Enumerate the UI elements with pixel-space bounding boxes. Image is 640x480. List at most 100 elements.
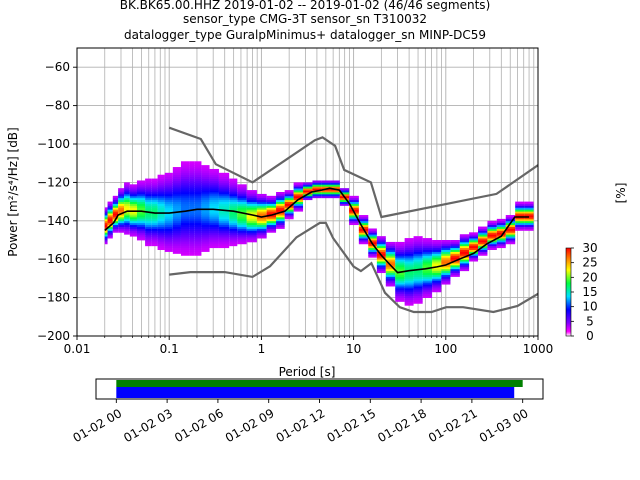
psd-density-cell [404,282,414,285]
psd-density-cell [104,211,108,214]
psd-density-cell [151,236,158,239]
psd-density-cell [459,238,470,241]
psd-density-cell [413,282,423,285]
psd-density-cell [330,195,340,199]
psd-density-cell [229,195,238,199]
psd-density-cell [129,207,137,210]
psd-density-cell [209,236,219,239]
psd-density-cell [376,261,386,264]
psd-density-cell [330,190,340,193]
psd-density-cell [151,224,158,227]
psd-density-cell [180,245,190,249]
psd-density-cell [164,213,173,216]
psd-density-cell [246,238,257,241]
psd-density-cell [201,236,210,239]
psd-density-cell [201,226,210,229]
psd-density-cell [180,228,190,231]
psd-density-cell [172,192,181,195]
psd-density-cell [339,188,350,191]
psd-density-cell [413,264,423,268]
psd-density-cell [136,205,146,208]
psd-density-cell [505,230,516,233]
colorbar-tick-label: 10 [582,300,597,314]
psd-density-cell [136,211,146,214]
psd-density-cell [312,180,322,183]
psd-density-cell [209,176,219,179]
psd-density-cell [237,188,247,191]
psd-density-cell [432,274,442,277]
psd-density-cell [441,272,451,275]
psd-density-cell [276,226,285,229]
psd-density-cell [145,213,152,216]
psd-density-cell [376,241,386,245]
psd-density-cell [194,180,202,183]
psd-density-cell [107,213,113,216]
psd-density-cell [256,195,267,199]
psd-density-cell [515,218,525,222]
psd-density-cell [189,180,195,183]
psd-density-cell [246,205,257,208]
psd-density-cell [459,266,470,270]
psd-density-cell [209,240,219,243]
psd-density-cell [395,255,405,258]
psd-density-cell [157,209,165,212]
psd-density-cell [256,222,267,226]
psd-density-cell [358,232,369,235]
psd-density-cell [312,182,322,185]
psd-density-cell [194,163,202,166]
psd-density-cell [413,284,423,287]
psd-density-cell [395,247,405,250]
psd-density-cell [293,190,304,193]
psd-density-cell [229,201,238,204]
psd-density-cell [376,270,386,274]
psd-density-cell [496,232,506,235]
psd-density-cell [395,261,405,264]
psd-density-cell [157,236,165,239]
psd-density-cell [189,241,195,245]
psd-density-cell [218,205,230,208]
psd-density-cell [180,216,190,220]
psd-density-cell [496,241,506,245]
psd-density-cell [145,182,152,185]
psd-density-cell [104,238,108,241]
psd-density-cell [266,218,277,222]
psd-density-cell [422,259,433,262]
psd-density-cell [194,178,202,181]
psd-density-cell [524,218,534,222]
psd-density-cell [395,293,405,297]
psd-density-cell [284,195,294,199]
psd-density-cell [189,215,195,218]
psd-density-cell [201,168,210,172]
psd-density-cell [469,243,479,247]
psd-density-cell [172,170,181,174]
psd-density-cell [469,259,479,262]
psd-density-cell [136,238,146,241]
psd-density-cell [164,232,173,235]
psd-density-cell [237,224,247,227]
psd-density-cell [524,226,534,229]
psd-density-cell [505,236,516,239]
psd-density-cell [201,240,210,243]
psd-density-cell [209,184,219,187]
psd-density-cell [201,203,210,206]
psd-density-cell [151,199,158,202]
psd-density-cell [218,241,230,245]
psd-density-cell [189,165,195,168]
psd-density-cell [441,241,451,245]
psd-density-cell [157,184,165,187]
psd-density-cell [505,218,516,222]
psd-density-cell [218,215,230,218]
psd-density-cell [136,188,146,191]
psd-density-cell [422,264,433,268]
psd-density-cell [395,286,405,289]
psd-density-cell [256,199,267,202]
psd-density-cell [237,209,247,212]
psd-density-cell [237,199,247,202]
psd-density-cell [218,178,230,181]
psd-density-cell [376,247,386,250]
psd-density-cell [151,180,158,183]
psd-density-cell [189,190,195,193]
y-tick-label: −60 [45,60,70,74]
x-tick-label: 0.1 [160,342,179,356]
psd-density-cell [151,215,158,218]
